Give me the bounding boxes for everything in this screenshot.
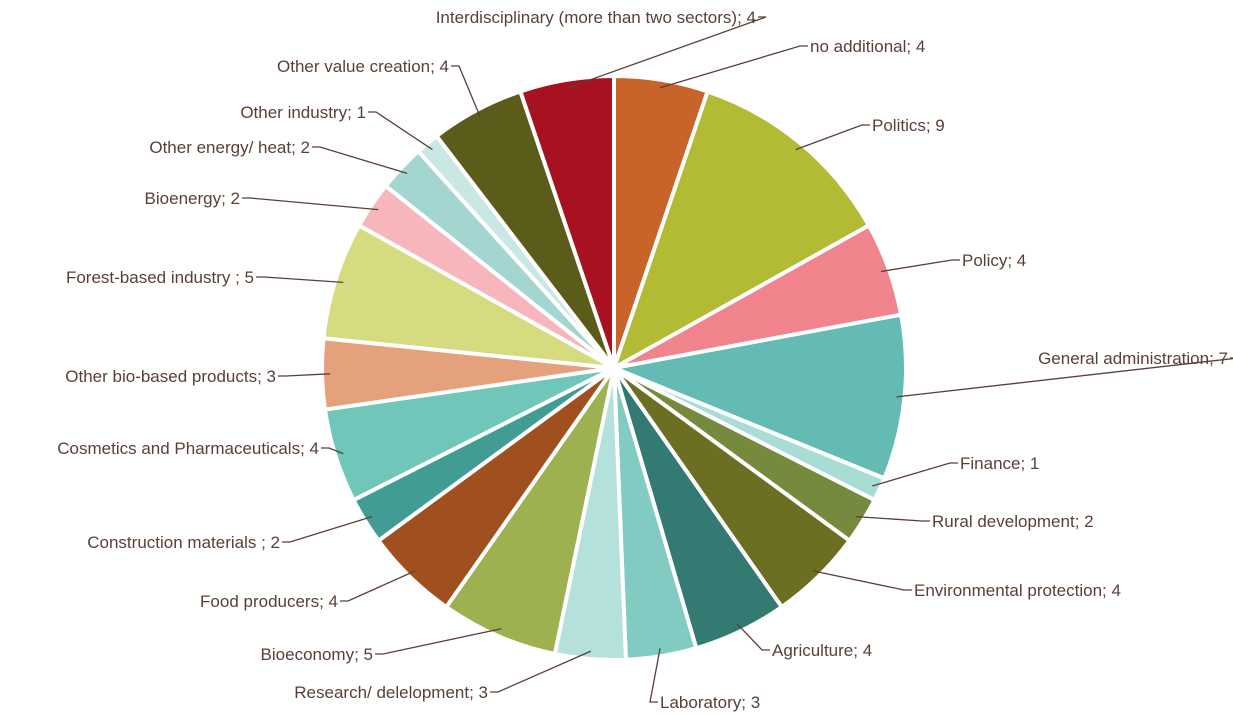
slice-label: Food producers; 4 xyxy=(200,592,338,611)
pie-slice xyxy=(518,74,616,370)
leader-line xyxy=(855,515,930,522)
slice-label: Politics; 9 xyxy=(872,116,945,135)
slice-label: no additional; 4 xyxy=(810,37,925,56)
slice-label: Research/ delelopment; 3 xyxy=(294,683,488,702)
leader-line xyxy=(649,648,661,703)
slice-label: Laboratory; 3 xyxy=(660,693,760,712)
pie-slices xyxy=(320,74,908,663)
leader-line xyxy=(312,146,408,175)
leader-line xyxy=(242,197,379,211)
leader-line xyxy=(278,373,331,377)
slice-label: Bioeconomy; 5 xyxy=(261,645,373,664)
slice-label: Other energy/ heat; 2 xyxy=(149,138,310,157)
pie-slice xyxy=(612,89,871,370)
leader-line xyxy=(736,623,770,651)
pie-slice xyxy=(321,223,616,370)
slice-label: General administration; 7 xyxy=(1038,349,1228,368)
leader-line xyxy=(490,650,592,693)
leader-line xyxy=(872,462,958,487)
slice-labels: no additional; 4 Politics; 9 Policy; 4 Gene… xyxy=(57,8,1228,712)
slice-label: Policy; 4 xyxy=(962,251,1026,270)
leader-line xyxy=(368,111,433,151)
leader-line xyxy=(451,65,482,118)
slice-label: Cosmetics and Pharmaceuticals; 4 xyxy=(57,439,319,458)
leader-line xyxy=(321,447,344,455)
slice-label: Finance; 1 xyxy=(960,454,1039,473)
leader-line xyxy=(567,16,767,89)
leader-line xyxy=(795,124,870,151)
slice-label: Other value creation; 4 xyxy=(277,57,449,76)
pie-slice xyxy=(612,312,908,481)
leader-line xyxy=(340,570,416,602)
leader-line xyxy=(880,259,960,273)
leader-line xyxy=(812,570,912,591)
leader-line xyxy=(375,628,502,655)
leader-line xyxy=(282,515,373,543)
slice-label: Agriculture; 4 xyxy=(772,641,872,660)
leader-line xyxy=(256,276,344,284)
slice-label: Other industry; 1 xyxy=(240,103,366,122)
slice-label: Other bio-based products; 3 xyxy=(65,367,276,386)
leader-line xyxy=(659,45,808,89)
slice-label: Construction materials ; 2 xyxy=(87,533,280,552)
slice-label: Rural development; 2 xyxy=(932,512,1094,531)
slice-label: Environmental protection; 4 xyxy=(914,581,1121,600)
slice-label: Bioenergy; 2 xyxy=(145,189,240,208)
pie-slice xyxy=(444,366,616,656)
slice-label: Forest-based industry ; 5 xyxy=(66,268,254,287)
slice-label: Interdisciplinary (more than two sectors… xyxy=(436,8,756,27)
